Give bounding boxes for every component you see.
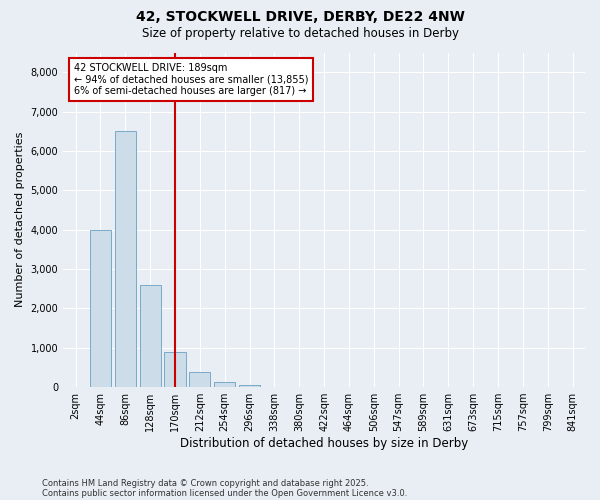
Text: 42 STOCKWELL DRIVE: 189sqm
← 94% of detached houses are smaller (13,855)
6% of s: 42 STOCKWELL DRIVE: 189sqm ← 94% of deta… xyxy=(74,62,308,96)
Bar xyxy=(214,382,235,387)
Bar xyxy=(115,131,136,387)
Text: 42, STOCKWELL DRIVE, DERBY, DE22 4NW: 42, STOCKWELL DRIVE, DERBY, DE22 4NW xyxy=(136,10,464,24)
Bar xyxy=(164,352,185,387)
Bar xyxy=(140,284,161,387)
Bar xyxy=(90,230,111,387)
Text: Size of property relative to detached houses in Derby: Size of property relative to detached ho… xyxy=(142,28,458,40)
Text: Contains public sector information licensed under the Open Government Licence v3: Contains public sector information licen… xyxy=(42,488,407,498)
Bar xyxy=(189,372,211,387)
Text: Contains HM Land Registry data © Crown copyright and database right 2025.: Contains HM Land Registry data © Crown c… xyxy=(42,478,368,488)
Bar xyxy=(239,385,260,387)
X-axis label: Distribution of detached houses by size in Derby: Distribution of detached houses by size … xyxy=(180,437,468,450)
Y-axis label: Number of detached properties: Number of detached properties xyxy=(15,132,25,308)
